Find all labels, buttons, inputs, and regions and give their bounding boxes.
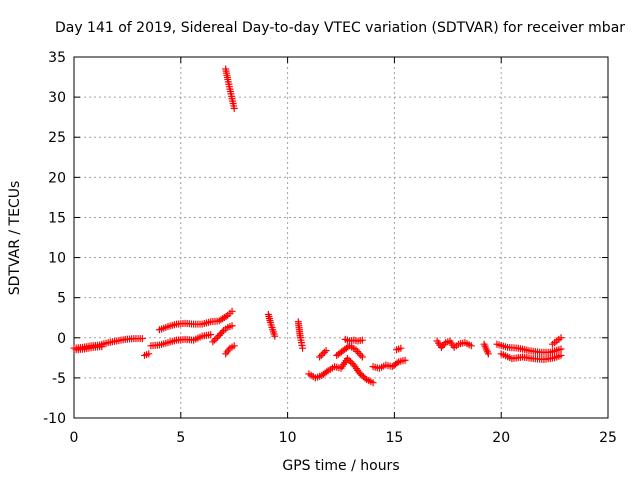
data-point (218, 328, 226, 336)
data-point (358, 353, 366, 361)
x-tick-label: 10 (279, 430, 297, 446)
y-tick-label: 5 (57, 291, 66, 307)
y-axis-label: SDTVAR / TECUs (7, 181, 23, 296)
data-point (440, 340, 448, 348)
data-point (98, 343, 106, 351)
y-tick-label: -10 (43, 411, 66, 427)
x-tick-label: 20 (492, 430, 510, 446)
y-tick-label: 20 (48, 170, 66, 186)
x-axis-label: GPS time / hours (282, 458, 399, 474)
data-point (323, 368, 331, 376)
x-tick-label: 15 (385, 430, 403, 446)
data-point (397, 344, 405, 352)
data-point (299, 344, 307, 352)
tick-labels: 0 5 10 15 20 25 -10 -5 0 5 10 15 20 25 30 35 (43, 50, 617, 446)
x-tick-label: 5 (176, 430, 185, 446)
data-point (361, 374, 369, 382)
data-point (484, 350, 492, 358)
data-point (316, 353, 324, 361)
data-point (212, 335, 220, 343)
data-point (320, 348, 328, 356)
data-point (319, 350, 327, 358)
data-point (145, 350, 153, 358)
data-point (222, 312, 230, 320)
data-point (393, 359, 401, 367)
data-point (214, 333, 222, 341)
data-point (557, 345, 565, 353)
data-points (70, 65, 565, 387)
y-tick-label: 0 (57, 331, 66, 347)
plot-frame (73, 56, 609, 419)
data-point (354, 348, 362, 356)
data-point (230, 342, 238, 350)
axes (73, 56, 609, 419)
grid-lines (74, 57, 608, 418)
y-tick-label: 25 (48, 130, 66, 146)
data-point (207, 331, 215, 339)
y-tick-label: 35 (48, 50, 66, 66)
data-point (228, 307, 236, 315)
data-point (345, 356, 353, 364)
chart-title: Day 141 of 2019, Sidereal Day-to-day VTE… (55, 20, 625, 36)
y-tick-label: -5 (52, 371, 66, 387)
data-point (343, 355, 351, 363)
data-point (557, 334, 565, 342)
x-tick-label: 25 (599, 430, 617, 446)
data-point (138, 335, 146, 343)
data-point (317, 351, 325, 359)
data-point (228, 322, 236, 330)
y-tick-label: 10 (48, 251, 66, 267)
data-point (271, 332, 279, 340)
data-point (467, 342, 475, 350)
data-point (230, 104, 238, 112)
data-point (357, 351, 365, 359)
data-point (210, 336, 218, 344)
data-point (358, 336, 366, 344)
data-point (401, 356, 409, 364)
data-point (347, 358, 355, 366)
y-tick-label: 30 (48, 90, 66, 106)
data-point (322, 347, 330, 355)
data-point (209, 338, 217, 346)
y-tick-label: 15 (48, 210, 66, 226)
data-point (355, 349, 363, 357)
x-tick-label: 0 (70, 430, 79, 446)
data-point (369, 379, 377, 387)
data-point (557, 351, 565, 359)
